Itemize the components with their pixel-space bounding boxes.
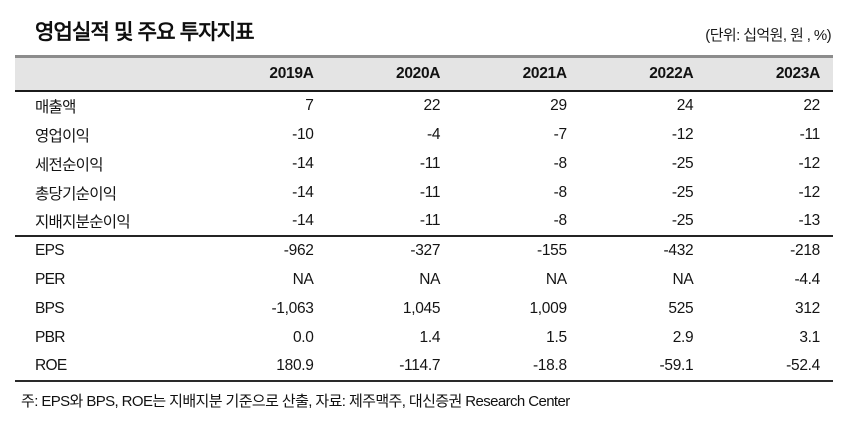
- year-column-header: 2023A: [706, 58, 833, 92]
- value-cell: -327: [326, 235, 454, 265]
- table-row: 총당기순이익 -14 -11 -8 -25 -12: [15, 178, 833, 207]
- value-cell: -432: [579, 235, 707, 265]
- row-label: 세전순이익: [35, 156, 104, 174]
- value-cell: -11: [799, 125, 821, 143]
- value-cell: 180.9: [276, 357, 314, 374]
- value-cell: NA: [292, 270, 314, 288]
- value-cell: -11: [419, 183, 441, 201]
- value-cell: 312: [795, 299, 820, 317]
- year-column-header: 2020A: [326, 58, 454, 92]
- financial-table: 2019A 2020A 2021A 2022A 2023A 매출액 7 22 29 24 22 영업이…: [15, 58, 833, 382]
- footnote: 주: EPS와 BPS, ROE는 지배지분 기준으로 산출, 자료: 제주맥주…: [21, 393, 570, 410]
- row-label: 매출액: [35, 99, 76, 116]
- value-cell: -12: [798, 183, 820, 201]
- value-cell: 1,045: [402, 299, 441, 317]
- year-column-header: 2021A: [453, 58, 580, 92]
- value-cell: -218: [706, 235, 833, 265]
- value-cell: -11: [419, 154, 441, 172]
- value-cell: -4: [427, 125, 441, 143]
- value-cell: NA: [545, 270, 567, 288]
- value-cell: 1.4: [419, 328, 441, 346]
- page-title: 영업실적 및 주요 투자지표: [35, 21, 255, 44]
- value-cell: 22: [423, 97, 441, 114]
- year-column-header: 2019A: [200, 58, 327, 92]
- table-row: PBR 0.0 1.4 1.5 2.9 3.1: [15, 323, 833, 352]
- report-table-snippet: 영업실적 및 주요 투자지표 (단위: 십억원, 원 , %) 2019A 202…: [15, 10, 833, 410]
- table-row: 영업이익 -10 -4 -7 -12 -11: [15, 120, 833, 149]
- table-row: BPS -1,063 1,045 1,009 525 312: [15, 294, 833, 323]
- row-label: BPS: [35, 299, 65, 317]
- year-column-header: 2022A: [579, 58, 707, 92]
- value-cell: -10: [292, 125, 314, 143]
- value-cell: -14: [292, 212, 314, 229]
- value-cell: -12: [671, 125, 694, 143]
- table-row: EPS -962 -327 -155 -432 -218: [15, 235, 833, 265]
- value-cell: 22: [803, 97, 820, 114]
- table-row: ROE 180.9 -114.7 -18.8 -59.1 -52.4: [15, 352, 833, 381]
- table-section-earnings: 매출액 7 22 29 24 22 영업이익 -10 -4 -7 -12 -11 세전순이익 -14 -11…: [15, 91, 833, 236]
- row-label: 영업이익: [35, 127, 90, 145]
- value-cell: 29: [550, 97, 567, 114]
- value-cell: -12: [798, 154, 820, 172]
- value-cell: -25: [671, 183, 694, 201]
- row-label: EPS: [15, 235, 200, 265]
- value-cell: -25: [671, 212, 694, 229]
- value-cell: -18.8: [532, 357, 567, 374]
- value-cell: -962: [200, 235, 327, 265]
- value-cell: -114.7: [399, 357, 441, 374]
- value-cell: -8: [553, 183, 567, 201]
- value-cell: 3.1: [799, 328, 820, 346]
- value-cell: -155: [453, 235, 580, 265]
- value-cell: -52.4: [786, 357, 820, 374]
- table-row: 지배지분순이익 -14 -11 -8 -25 -13: [15, 207, 833, 236]
- value-cell: -4.4: [794, 270, 820, 288]
- value-cell: 7: [305, 97, 314, 114]
- value-cell: -7: [553, 125, 567, 143]
- unit-note: (단위: 십억원, 원 , %): [705, 27, 831, 44]
- value-cell: -11: [419, 212, 441, 229]
- value-cell: 1.5: [546, 328, 567, 346]
- value-cell: -8: [553, 212, 567, 229]
- value-cell: NA: [419, 270, 441, 288]
- value-cell: 24: [676, 97, 694, 114]
- empty-header-cell: [15, 58, 200, 92]
- value-cell: -25: [671, 154, 694, 172]
- row-label: 지배지분순이익: [35, 214, 131, 231]
- row-label: PBR: [35, 328, 65, 346]
- value-cell: -8: [553, 154, 567, 172]
- table-row: 세전순이익 -14 -11 -8 -25 -12: [15, 149, 833, 178]
- table-row: PER NA NA NA NA -4.4: [15, 265, 833, 294]
- value-cell: 2.9: [672, 328, 694, 346]
- value-cell: 0.0: [292, 328, 314, 346]
- value-cell: -59.1: [659, 357, 694, 374]
- value-cell: -13: [798, 212, 820, 229]
- table-header-row: 2019A 2020A 2021A 2022A 2023A: [15, 58, 833, 92]
- table-header-bar: 영업실적 및 주요 투자지표 (단위: 십억원, 원 , %): [15, 10, 833, 55]
- value-cell: -14: [292, 154, 314, 172]
- value-cell: NA: [672, 270, 694, 288]
- row-label: 총당기순이익: [35, 185, 117, 203]
- row-label: PER: [35, 270, 65, 288]
- value-cell: -14: [292, 183, 314, 201]
- value-cell: -1,063: [271, 299, 314, 317]
- row-label: ROE: [35, 357, 67, 374]
- value-cell: 525: [668, 299, 694, 317]
- title-divider: [15, 55, 833, 58]
- value-cell: 1,009: [529, 299, 567, 317]
- table-section-investment-metrics: EPS -962 -327 -155 -432 -218 PER NA NA NA NA -4.4 BP…: [15, 235, 833, 381]
- table-row: 매출액 7 22 29 24 22: [15, 91, 833, 120]
